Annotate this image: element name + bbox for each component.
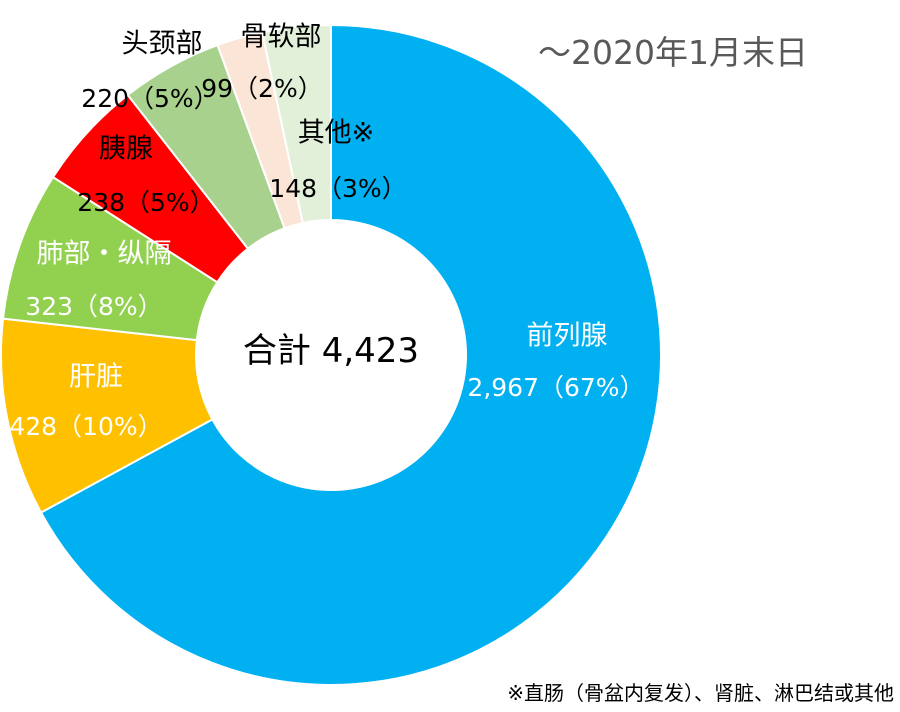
slice-labels: 前列腺 2,967（67%） 肝脏 428（10%） 肺部・纵隔 323（8%） 胰腺 238…	[9, 22, 644, 442]
slice-value-label-6: 148（3%）	[269, 174, 406, 203]
slice-value-label-2: 323（8%）	[25, 292, 162, 321]
donut-slices	[0, 23, 662, 686]
slice-0	[39, 23, 662, 686]
slice-name-label-3: 胰腺	[99, 134, 153, 165]
slice-value-label-4: 220（5%）	[81, 84, 218, 113]
slice-value-label-1: 428（10%）	[9, 412, 162, 441]
slice-name-label-2: 肺部・纵隔	[37, 239, 172, 270]
slice-value-label-3: 238（5%）	[77, 188, 214, 217]
slice-6	[260, 23, 332, 225]
slice-1	[0, 317, 214, 514]
slice-name-label-6: 其他※	[298, 118, 375, 149]
slice-name-label-0: 前列腺	[527, 321, 608, 352]
center-total-label: 合計 4,423	[243, 331, 419, 371]
slice-value-label-0: 2,967（67%）	[467, 373, 644, 402]
date-label: ～2020年1月末日	[538, 33, 808, 72]
slice-name-label-1: 肝脏	[69, 362, 123, 393]
slice-name-label-4: 头颈部	[122, 29, 203, 60]
slice-value-label-5: 99（2%）	[201, 74, 322, 103]
footnote: ※直肠（骨盆内复发）、肾脏、淋巴结或其他	[507, 681, 894, 705]
slice-name-label-5: 骨软部	[241, 22, 322, 53]
